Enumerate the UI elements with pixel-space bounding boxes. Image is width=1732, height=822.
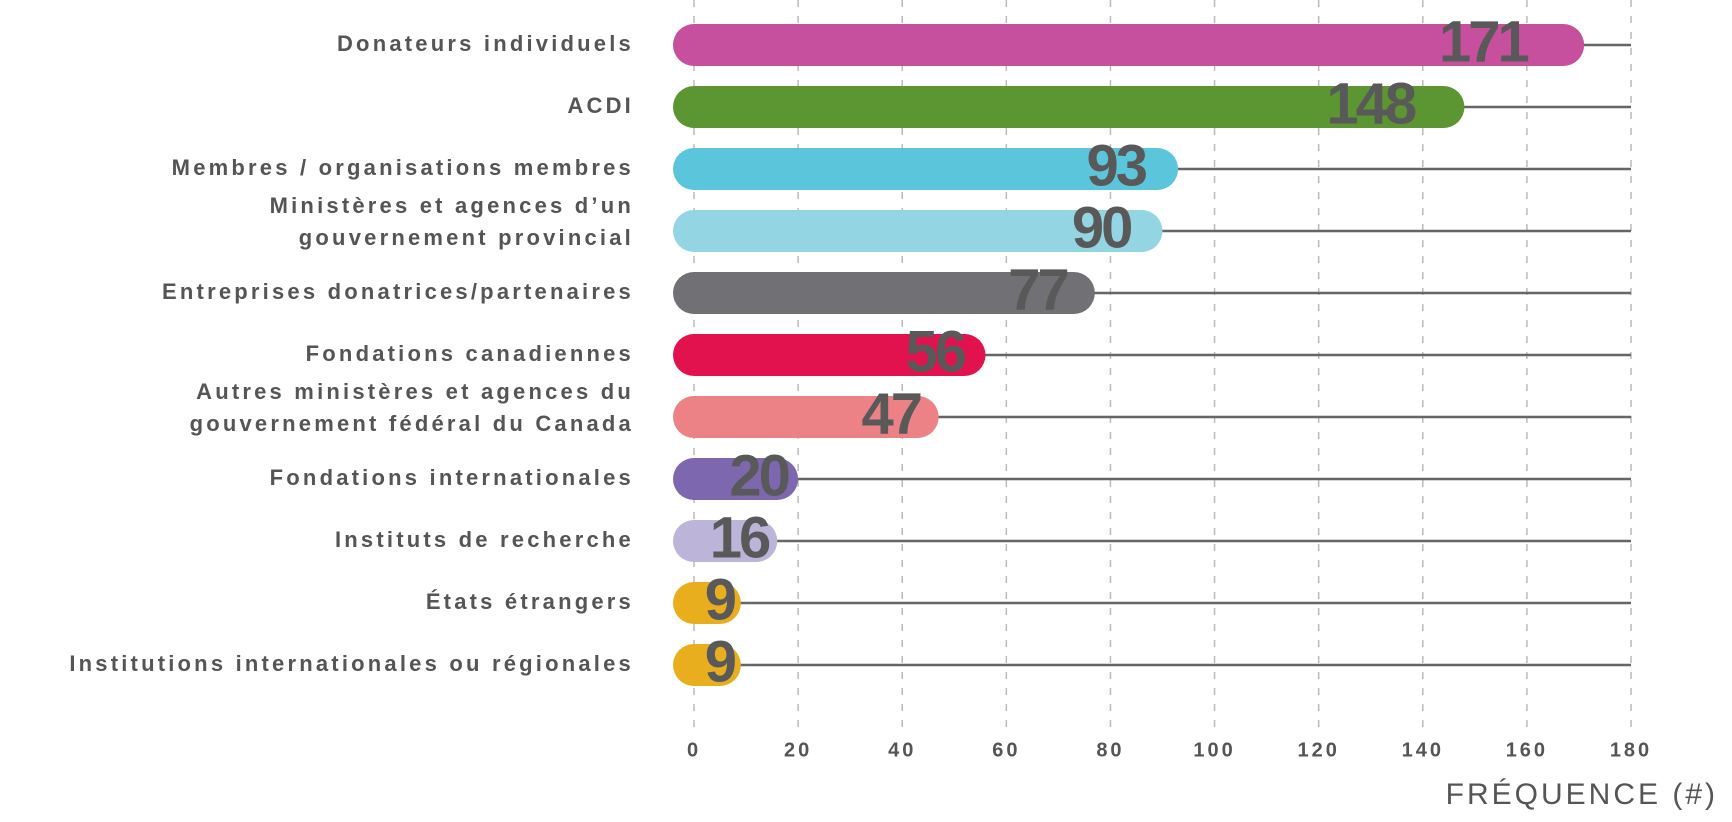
bar [673, 582, 741, 624]
x-axis-label: FRÉQUENCE (#) [1446, 778, 1718, 811]
value-label: 20 [729, 443, 788, 508]
category-label: Instituts de recherche [335, 527, 634, 552]
category-label: ACDI [567, 93, 634, 118]
category-label: Membres / organisations membres [172, 155, 634, 180]
x-tick-label: 40 [888, 739, 916, 761]
bar [673, 396, 939, 438]
bar [673, 520, 778, 562]
category-label: Autres ministères et agences du [196, 379, 634, 404]
x-tick-label: 180 [1610, 739, 1652, 761]
value-label: 9 [705, 567, 736, 632]
category-label: Institutions internationales ou régional… [69, 651, 634, 676]
x-tick-label: 140 [1402, 739, 1444, 761]
bar [673, 644, 741, 686]
bar [673, 24, 1585, 66]
x-tick-label: 20 [784, 739, 812, 761]
value-label: 77 [1008, 257, 1067, 322]
value-label: 9 [705, 629, 736, 694]
x-tick-label: 80 [1096, 739, 1124, 761]
value-label: 148 [1326, 71, 1416, 136]
value-label: 16 [710, 505, 770, 570]
bar [673, 148, 1179, 190]
bar [673, 272, 1095, 314]
x-tick-label: 60 [992, 739, 1020, 761]
x-tick-label: 120 [1297, 739, 1339, 761]
category-label: Fondations canadiennes [306, 341, 634, 366]
value-label: 56 [906, 319, 966, 384]
category-label: Fondations internationales [270, 465, 634, 490]
value-label: 171 [1439, 9, 1529, 74]
category-label: États étrangers [426, 589, 634, 614]
x-tick-label: 100 [1193, 739, 1235, 761]
bar [673, 334, 986, 376]
value-label: 93 [1087, 133, 1147, 198]
category-label: Ministères et agences d’un [270, 193, 634, 218]
category-label: Entreprises donatrices/partenaires [162, 279, 634, 304]
category-label: gouvernement fédéral du Canada [190, 411, 634, 436]
bar [673, 210, 1163, 252]
category-label: gouvernement provincial [299, 225, 634, 250]
value-label: 90 [1072, 195, 1131, 260]
x-tick-label: 0 [687, 739, 701, 761]
value-label: 47 [861, 381, 920, 446]
bar [673, 458, 799, 500]
bar [673, 86, 1465, 128]
category-label: Donateurs individuels [337, 31, 634, 56]
x-tick-label: 160 [1506, 739, 1548, 761]
